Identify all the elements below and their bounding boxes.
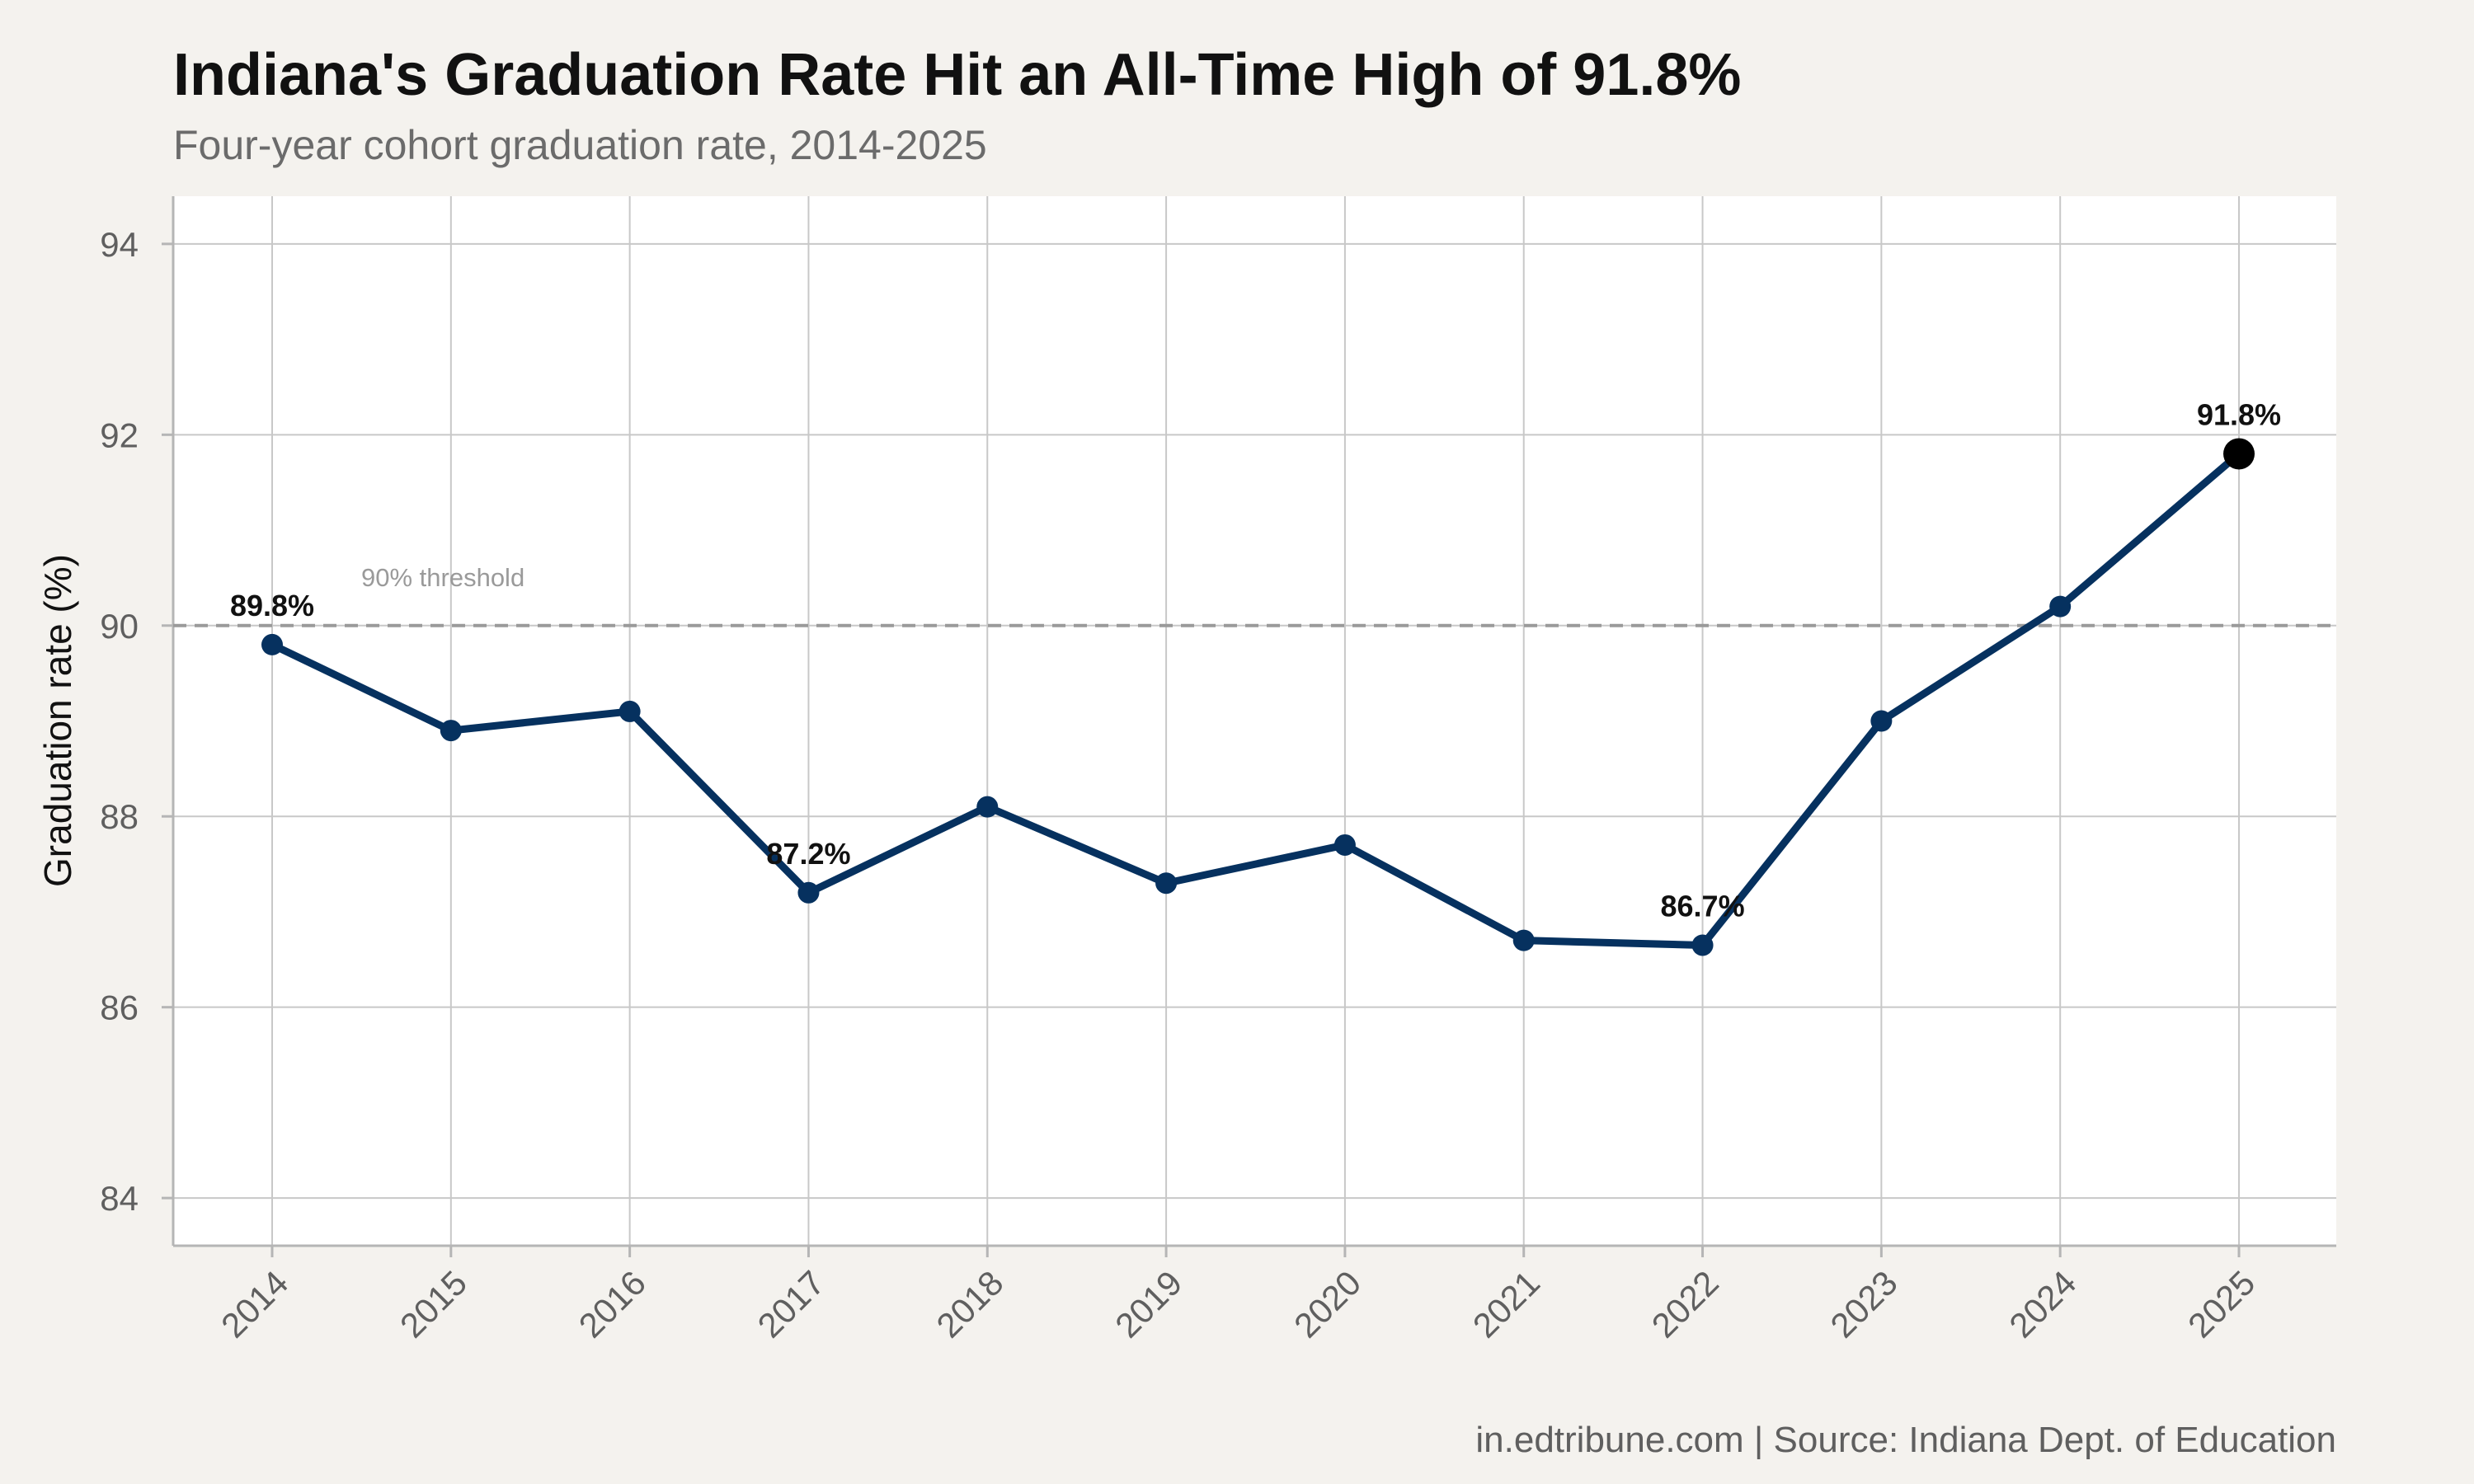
x-tick-labels: 2014 2015 2016 2017 2018 2019 2020 2021 2022 2023… — [214, 1263, 2262, 1345]
x-tick-label-2022: 2022 — [1644, 1263, 1726, 1345]
data-point-2015 — [440, 720, 462, 742]
x-tick-label-2014: 2014 — [214, 1263, 295, 1345]
y-tick-label-94: 94 — [100, 225, 139, 264]
y-tick-label-84: 84 — [100, 1179, 139, 1218]
data-label-2025: 91.8% — [2197, 397, 2281, 431]
data-labels: 89.8% 87.2% 86.7% 91.8% — [230, 397, 2281, 923]
data-point-2014 — [261, 633, 283, 655]
reference-line-label: 90% threshold — [361, 563, 524, 592]
data-point-2021 — [1512, 929, 1535, 951]
data-point-2022 — [1691, 934, 1714, 956]
x-tick-label-2016: 2016 — [571, 1263, 653, 1345]
data-point-2017 — [797, 881, 820, 904]
chart-subtitle: Four-year cohort graduation rate, 2014-2… — [173, 122, 987, 168]
y-tick-label-90: 90 — [100, 607, 139, 646]
x-tick-label-2025: 2025 — [2180, 1263, 2262, 1345]
data-label-2017: 87.2% — [766, 837, 850, 871]
data-point-2016 — [618, 700, 641, 722]
x-tick-label-2021: 2021 — [1465, 1263, 1547, 1345]
chart-caption: in.edtribune.com | Source: Indiana Dept.… — [1475, 1420, 2336, 1460]
x-tick-label-2020: 2020 — [1286, 1263, 1368, 1345]
x-tick-label-2019: 2019 — [1108, 1263, 1189, 1345]
y-tick-labels: 84 86 88 90 92 94 — [100, 225, 139, 1218]
y-axis-title: Graduation rate (%) — [36, 554, 79, 887]
y-tick-label-88: 88 — [100, 797, 139, 836]
data-label-2022: 86.7% — [1661, 889, 1745, 923]
data-label-2014: 89.8% — [230, 589, 314, 622]
y-tick-label-92: 92 — [100, 416, 139, 454]
data-point-2023 — [1870, 710, 1893, 732]
chart-title: Indiana's Graduation Rate Hit an All-Tim… — [173, 42, 1741, 108]
y-gridlines — [162, 242, 2336, 1200]
plot-panel — [173, 196, 2336, 1246]
x-gridlines — [270, 196, 2241, 1257]
x-tick-label-2015: 2015 — [393, 1263, 474, 1345]
data-point-2020 — [1333, 834, 1356, 856]
data-point-2019 — [1155, 872, 1178, 895]
x-tick-label-2023: 2023 — [1823, 1263, 1904, 1345]
data-points — [261, 438, 2255, 956]
x-tick-label-2018: 2018 — [929, 1263, 1010, 1345]
data-point-2025 — [2223, 438, 2255, 470]
x-tick-label-2024: 2024 — [2001, 1263, 2083, 1345]
y-tick-label-86: 86 — [100, 989, 139, 1027]
data-point-2024 — [2049, 595, 2072, 618]
data-point-2018 — [976, 796, 999, 818]
x-tick-label-2017: 2017 — [750, 1263, 832, 1345]
series-line — [268, 449, 2243, 949]
